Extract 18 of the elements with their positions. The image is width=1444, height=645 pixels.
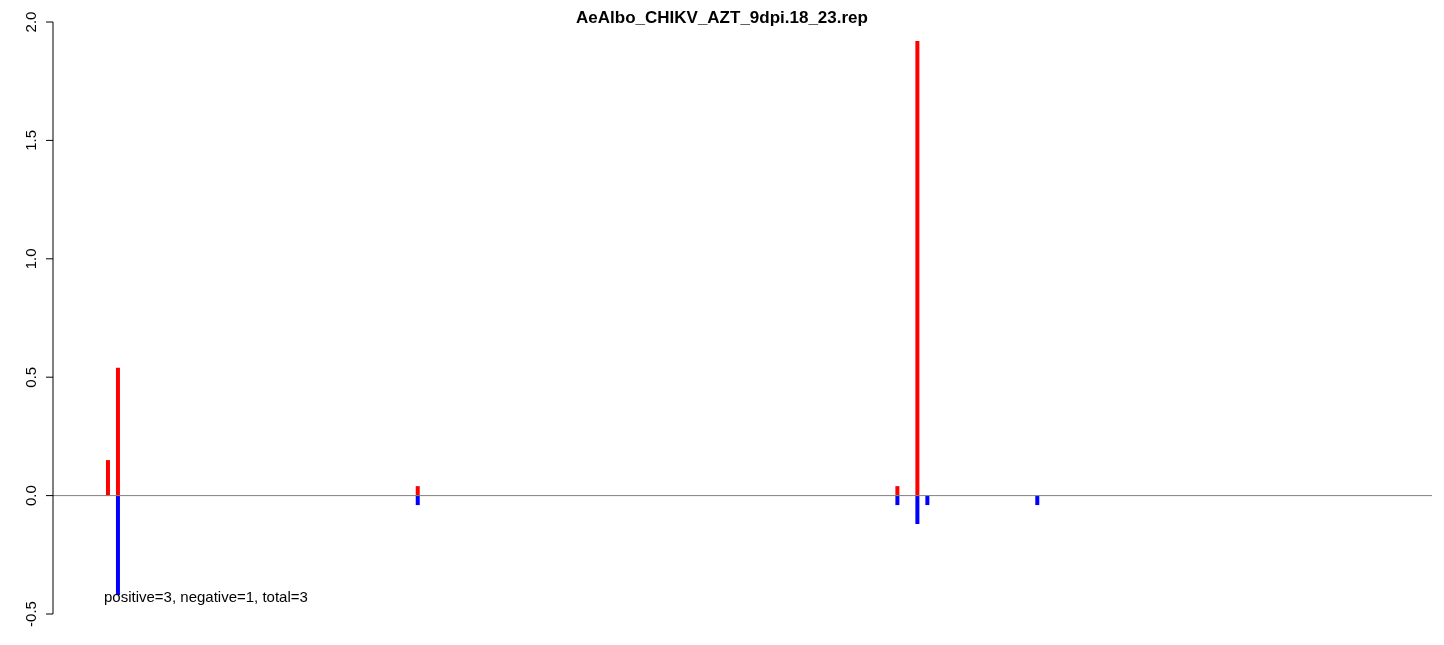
bar: [1035, 495, 1040, 506]
y-tick-label: 0.5: [22, 366, 39, 388]
bar: [895, 495, 900, 506]
y-tick-label: -0.5: [22, 601, 39, 627]
y-tick-label: 0.0: [22, 485, 39, 507]
bar: [415, 495, 420, 506]
bar: [925, 495, 930, 506]
bar: [895, 486, 900, 496]
bar: [915, 40, 920, 496]
annotation: positive=3, negative=1, total=3: [104, 588, 308, 605]
bar: [115, 367, 120, 496]
bar: [915, 495, 920, 525]
bar: [105, 460, 110, 496]
y-tick-label: 1.0: [22, 248, 39, 270]
bar: [415, 486, 420, 496]
chart-title: AeAlbo_CHIKV_AZT_9dpi.18_23.rep: [576, 8, 868, 27]
y-tick-label: 1.5: [22, 129, 39, 151]
y-tick-label: 2.0: [22, 11, 39, 33]
